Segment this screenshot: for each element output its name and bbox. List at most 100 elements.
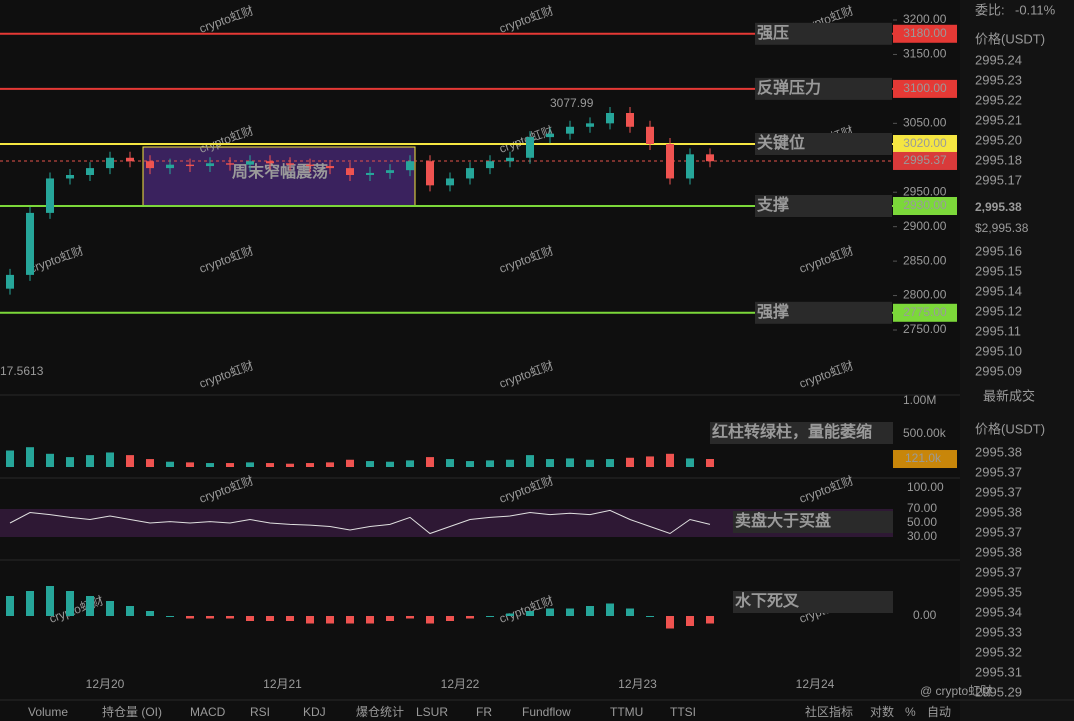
- price-header: 价格(USDT): [975, 31, 1045, 46]
- macd-bar: [186, 616, 194, 619]
- rsi-tick-label: 70.00: [907, 501, 937, 515]
- macd-note: 水下死叉: [735, 591, 800, 610]
- date-label: 12月23: [618, 677, 657, 691]
- macd-bar: [446, 616, 454, 621]
- level-note: 支撑: [756, 195, 789, 214]
- macd-bar: [46, 586, 54, 616]
- candle: [486, 161, 494, 169]
- candle: [706, 154, 714, 162]
- volume-bar: [386, 461, 394, 467]
- macd-bar: [286, 616, 294, 621]
- macd-bar: [566, 608, 574, 616]
- ask-price: 2995.18: [975, 152, 1022, 167]
- toolbar-tab[interactable]: 对数: [870, 704, 894, 719]
- high-label: 3077.99: [550, 96, 594, 110]
- candle: [146, 161, 154, 169]
- volume-bar: [126, 455, 134, 467]
- candle: [526, 137, 534, 158]
- price-tick-label: 2850.00: [903, 253, 947, 267]
- indicator-tab[interactable]: FR: [476, 705, 492, 719]
- trade-price: 2995.38: [975, 504, 1022, 519]
- volume-bar: [106, 452, 114, 467]
- level-note: 反弹压力: [757, 78, 821, 97]
- date-label: 12月20: [86, 677, 125, 691]
- trade-price: 2995.37: [975, 484, 1022, 499]
- macd-bar: [626, 608, 634, 616]
- last-price-usd: $2,995.38: [975, 221, 1029, 235]
- macd-bar: [206, 616, 214, 619]
- macd-bar: [86, 596, 94, 616]
- volume-bar: [466, 461, 474, 467]
- trade-price: 2995.32: [975, 644, 1022, 659]
- level-label: 2775.00: [903, 305, 947, 319]
- candle: [106, 157, 114, 169]
- trade-price: 2995.33: [975, 624, 1022, 639]
- note-bg: [733, 591, 893, 613]
- indicator-tab[interactable]: MACD: [190, 705, 226, 719]
- candle: [126, 157, 134, 162]
- volume-bar: [626, 457, 634, 467]
- candle: [26, 212, 34, 275]
- trades-title: 最新成交: [983, 388, 1035, 403]
- macd-bar: [306, 616, 314, 624]
- rsi-line: [9, 509, 711, 535]
- note-bg: [755, 195, 892, 218]
- indicator-tab[interactable]: 持仓量 (OI): [102, 704, 162, 719]
- level-note: 关键位: [757, 133, 805, 152]
- ask-price: 2995.24: [975, 52, 1022, 67]
- price-tick-label: 3050.00: [903, 116, 947, 130]
- macd-bar: [646, 616, 654, 617]
- indicator-tab[interactable]: TTMU: [610, 705, 643, 719]
- volume-bar: [146, 459, 154, 467]
- candle: [666, 144, 674, 179]
- date-label: 12月22: [441, 677, 480, 691]
- candle: [686, 154, 694, 179]
- indicator-tab[interactable]: Fundflow: [522, 705, 571, 719]
- level-label-bg: [893, 135, 957, 154]
- candle: [466, 168, 474, 179]
- indicator-tab[interactable]: KDJ: [303, 705, 326, 719]
- volume-bar: [266, 463, 274, 467]
- macd-bar: [346, 616, 354, 624]
- macd-bar: [546, 608, 554, 616]
- level-label: 3100.00: [903, 81, 947, 95]
- level-label: 3020.00: [903, 136, 947, 150]
- volume-bar: [446, 459, 454, 467]
- indicator-tab[interactable]: Volume: [28, 705, 68, 719]
- note-bg: [755, 22, 892, 45]
- rsi-tick-label: 30.00: [907, 529, 937, 543]
- macd-bar: [606, 603, 614, 616]
- volume-bar: [6, 450, 14, 467]
- box-note: 周末窄幅震荡: [232, 162, 328, 181]
- volume-tick-label: 1.00M: [903, 393, 936, 407]
- price-tick-label: 3200.00: [903, 12, 947, 26]
- volume-bar: [306, 463, 314, 467]
- level-note: 强撑: [757, 302, 789, 321]
- volume-bar: [286, 463, 294, 467]
- indicator-tab[interactable]: TTSI: [670, 705, 696, 719]
- level-label-bg: [893, 79, 957, 98]
- candle: [326, 166, 334, 169]
- volume-bar: [66, 457, 74, 467]
- trade-price: 2995.37: [975, 464, 1022, 479]
- toolbar-tab[interactable]: 自动: [927, 705, 951, 719]
- candle: [566, 126, 574, 134]
- trades-header: 价格(USDT): [975, 421, 1045, 436]
- macd-bar: [26, 591, 34, 616]
- price-tick-label: 3150.00: [903, 47, 947, 61]
- level-label: 2930.00: [903, 198, 947, 212]
- note-bg: [733, 511, 893, 533]
- volume-bar: [686, 458, 694, 467]
- toolbar-tab[interactable]: 社区指标: [805, 704, 853, 719]
- toolbar-tab[interactable]: %: [905, 705, 916, 719]
- indicator-tab[interactable]: 爆仓统计: [356, 705, 404, 719]
- indicator-tab[interactable]: LSUR: [416, 705, 448, 719]
- note-bg: [755, 77, 892, 100]
- volume-bar: [426, 457, 434, 467]
- price-tick-label: 2800.00: [903, 288, 947, 302]
- indicator-tab[interactable]: RSI: [250, 705, 270, 719]
- bid-price: 2995.10: [975, 343, 1022, 358]
- candle: [386, 170, 394, 173]
- macd-bar: [386, 616, 394, 621]
